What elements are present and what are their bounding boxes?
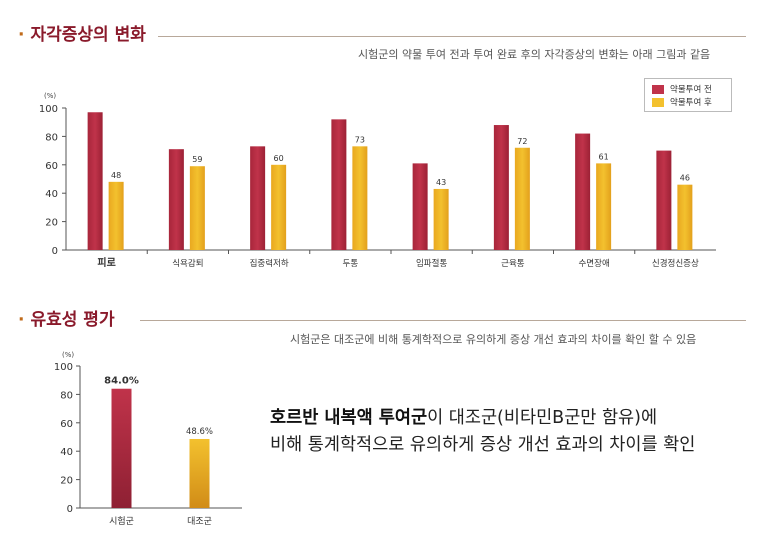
section1-divider: [158, 36, 746, 37]
message-highlight: 호르반 내복액 투여군: [270, 408, 428, 428]
x-category-label: 신경정신증상: [652, 258, 699, 269]
y-tick-label: 20: [45, 218, 58, 229]
symptom-change-chart: (%) 0 20 40 60 80 100 48 피로 59 식욕감퇴 60 집중력저하 73 두통 43 임파…: [39, 92, 716, 269]
chart1-legend: 약물투여 전 약물투여 후: [644, 78, 732, 112]
x-category-label: 두통: [343, 259, 359, 269]
bar-test-group: [111, 388, 132, 508]
y-tick-label: 20: [60, 476, 73, 487]
bar-before: [493, 125, 509, 250]
x-category-label: 대조군: [187, 516, 212, 527]
bar-after-label: 61: [599, 152, 609, 161]
bar-value-label: 84.0%: [104, 376, 139, 387]
bar-value-label: 48.6%: [186, 427, 213, 437]
legend-label-after: 약물투여 후: [670, 98, 712, 108]
y-tick-label: 80: [45, 132, 58, 143]
bar-after-label: 60: [274, 154, 284, 163]
bar-before: [656, 150, 672, 250]
bar-after: [189, 166, 205, 250]
bar-after: [596, 163, 612, 250]
bar-before: [575, 133, 591, 250]
x-category-label: 식욕감퇴: [172, 258, 203, 269]
efficacy-message: 호르반 내복액 투여군이 대조군(비타민B군만 함유)에 비해 통계학적으로 유…: [270, 405, 695, 459]
y-tick-label: 100: [54, 362, 73, 373]
bar-after: [108, 181, 124, 250]
legend-swatch-before: [652, 84, 664, 94]
bar-after-label: 59: [192, 155, 202, 164]
section2-subtitle: 시험군은 대조군에 비해 통계학적으로 유의하게 증상 개선 효과의 차이를 확…: [290, 333, 697, 346]
message-line-1: 호르반 내복액 투여군이 대조군(비타민B군만 함유)에: [270, 405, 695, 432]
bullet-icon: ·: [18, 25, 25, 45]
bar-before: [87, 112, 103, 250]
section2-title-text: 유효성 평가: [30, 310, 115, 330]
section1-subtitle: 시험군의 약물 투여 전과 투여 완료 후의 자각증상의 변화는 아래 그림과 …: [358, 48, 711, 61]
bar-after-label: 73: [355, 135, 365, 144]
legend-swatch-after: [652, 97, 664, 107]
bar-control-group: [189, 438, 210, 508]
y-tick-label: 40: [45, 189, 58, 200]
section1-title-text: 자각증상의 변화: [30, 25, 146, 45]
bar-after: [352, 146, 368, 250]
bar-after: [514, 147, 530, 250]
bullet-icon: ·: [18, 310, 25, 330]
bar-after: [677, 184, 693, 250]
bar-after-label: 48: [111, 171, 121, 180]
bar-before: [250, 146, 266, 250]
y-tick-label: 60: [45, 161, 58, 172]
y-tick-label: 0: [67, 504, 73, 515]
message-line-2: 비해 통계학적으로 유의하게 증상 개선 효과의 차이를 확인: [270, 435, 696, 455]
legend-label-before: 약물투여 전: [670, 85, 712, 95]
y-tick-label: 100: [39, 104, 58, 115]
legend-item-before: 약물투여 전: [652, 83, 712, 95]
section2-divider: [140, 320, 746, 321]
x-category-label: 집중력저하: [250, 258, 289, 269]
y-tick-label: 60: [60, 419, 73, 430]
y-unit-label: (%): [62, 351, 74, 359]
y-tick-label: 40: [60, 447, 73, 458]
x-category-label: 시험군: [109, 516, 134, 527]
bar-after: [271, 164, 287, 250]
section1-title: · 자각증상의 변화: [18, 20, 146, 45]
y-unit-label: (%): [44, 92, 56, 100]
message-line-1-rest: 이 대조군(비타민B군만 함유)에: [427, 408, 658, 428]
x-category-label: 피로: [97, 256, 115, 269]
bar-after: [433, 188, 449, 250]
x-category-label: 임파절통: [416, 258, 447, 269]
bar-before: [168, 149, 184, 250]
y-tick-label: 0: [52, 246, 58, 257]
bar-after-label: 43: [436, 178, 446, 187]
x-category-label: 근육통: [501, 259, 525, 269]
bar-after-label: 46: [680, 174, 690, 183]
y-tick-label: 80: [60, 390, 73, 401]
bar-before: [331, 119, 347, 250]
legend-item-after: 약물투여 후: [652, 96, 712, 108]
bar-before: [412, 163, 428, 250]
section2-title: · 유효성 평가: [18, 305, 115, 330]
x-category-label: 수면장애: [578, 258, 609, 269]
bar-after-label: 72: [517, 137, 527, 146]
